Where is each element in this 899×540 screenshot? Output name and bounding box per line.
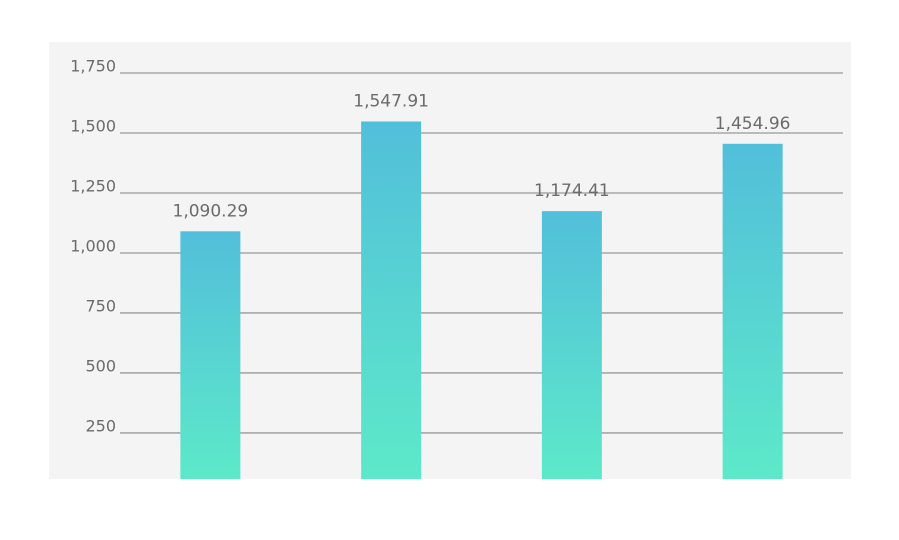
y-tick-label: 1,000 — [70, 236, 116, 255]
y-tick-label: 1,500 — [70, 116, 116, 135]
value-label: 1,090.29 — [173, 201, 249, 221]
value-label: 1,454.96 — [715, 114, 791, 134]
y-tick-label: 1,750 — [70, 57, 116, 76]
y-tick-label: 750 — [85, 296, 116, 315]
bar — [361, 121, 422, 480]
bar — [180, 231, 241, 479]
value-label: 1,547.91 — [353, 91, 429, 111]
bar — [722, 143, 783, 479]
y-tick-label: 1,250 — [70, 176, 116, 195]
value-label: 1,174.41 — [534, 181, 610, 201]
y-tick-label: 250 — [85, 416, 116, 435]
bar — [541, 211, 602, 479]
y-tick-label: 500 — [85, 356, 116, 375]
